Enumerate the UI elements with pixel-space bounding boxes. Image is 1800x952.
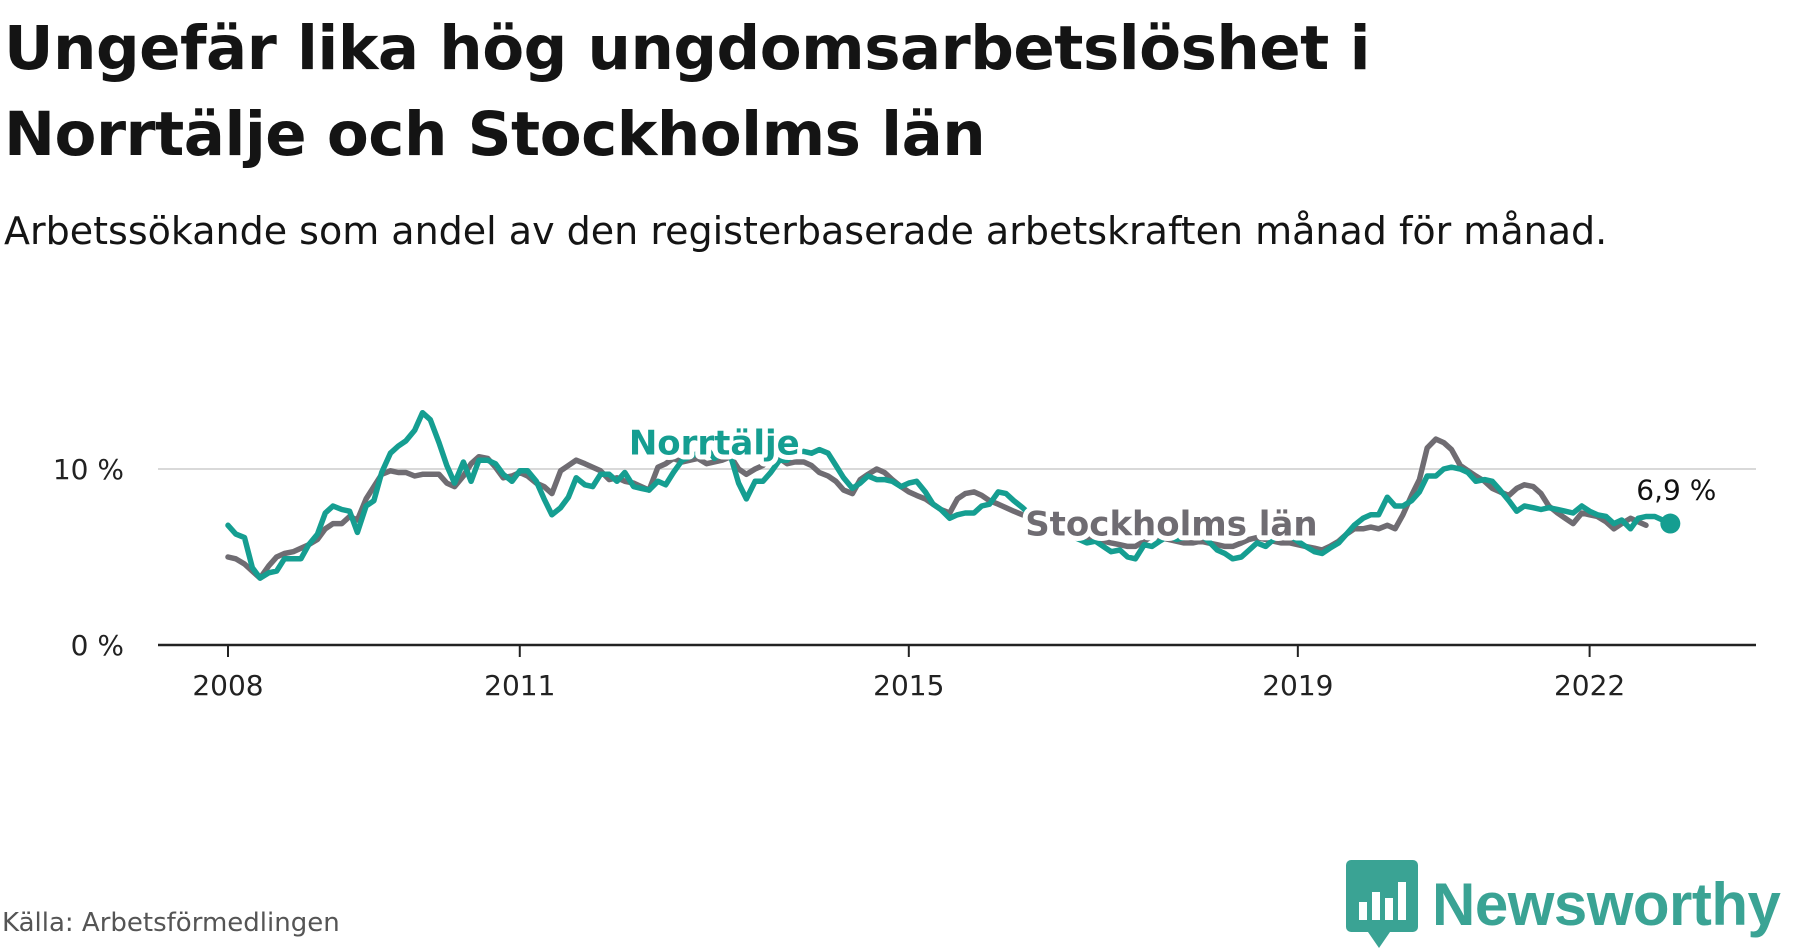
source-note: Källa: Arbetsförmedlingen (2, 908, 340, 938)
x-tick-label: 2011 (484, 669, 555, 702)
end-value-label: 6,9 % (1636, 474, 1716, 507)
end-point-marker (1660, 513, 1681, 534)
brand-logo[interactable]: Newsworthy (1346, 856, 1781, 952)
series-line-norrtalje (225, 409, 1674, 581)
y-tick-label: 0 % (71, 629, 124, 662)
series-label-norrtalje: Norrtälje (629, 424, 800, 464)
brand-name: Newsworthy (1432, 870, 1781, 938)
chart-title: Ungefär lika hög ungdomsarbetslöshet i N… (4, 13, 1370, 170)
x-tick-label: 2019 (1262, 669, 1333, 702)
x-tick-label: 2022 (1554, 669, 1625, 702)
x-tick-label: 2008 (192, 669, 263, 702)
bar-chart-logo-icon (1346, 860, 1418, 948)
chart-subtitle: Arbetssökande som andel av den registerb… (4, 209, 1608, 253)
y-tick-label: 10 % (53, 453, 124, 486)
series-label-stockholm: Stockholms län (1025, 505, 1317, 545)
x-tick-label: 2015 (873, 669, 944, 702)
